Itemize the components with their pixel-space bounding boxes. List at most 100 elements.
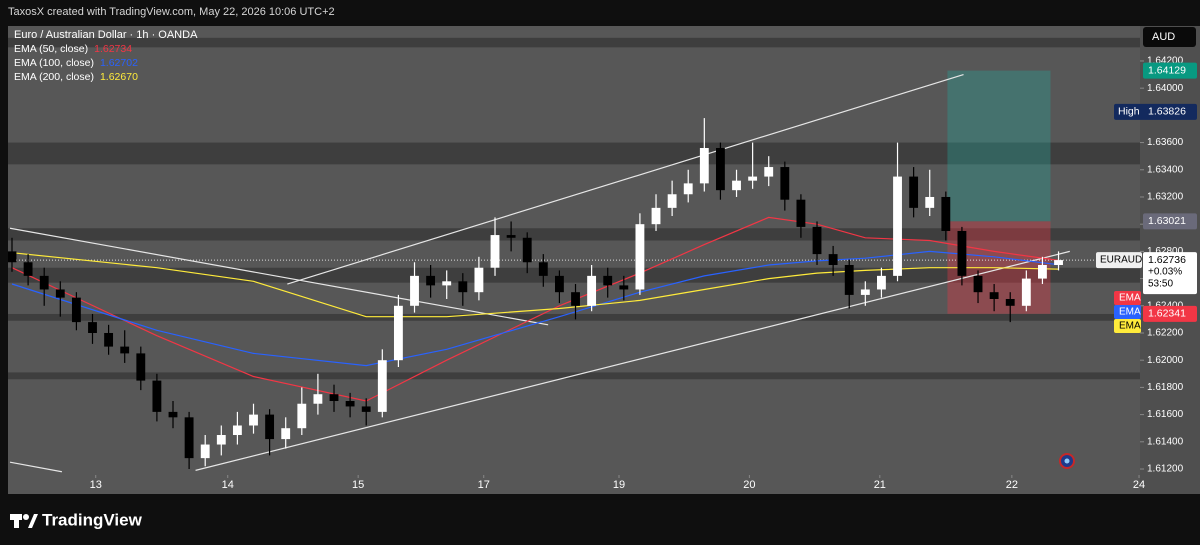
candle-body bbox=[876, 275, 886, 290]
y-tick-label: 1.61200 bbox=[1147, 464, 1184, 475]
x-tick-label: 17 bbox=[478, 479, 490, 491]
candle-body bbox=[506, 235, 516, 238]
candle-body bbox=[200, 444, 210, 459]
candle-body bbox=[361, 406, 371, 412]
candle-body bbox=[909, 176, 919, 208]
candle-body bbox=[39, 275, 49, 290]
candle-body bbox=[667, 194, 677, 208]
candle-body bbox=[458, 281, 468, 293]
candle-body bbox=[490, 235, 500, 268]
candle-body bbox=[699, 148, 709, 184]
candle-body bbox=[23, 262, 33, 276]
countdown: 53:50 bbox=[1148, 279, 1173, 290]
candle-body bbox=[104, 332, 114, 347]
candle-body bbox=[1038, 264, 1047, 279]
zone bbox=[8, 228, 1140, 241]
ema-tag: EMA bbox=[1119, 293, 1141, 304]
candle-body bbox=[329, 394, 339, 402]
symbol-tag-bg bbox=[1096, 252, 1142, 269]
candle-body bbox=[635, 224, 645, 290]
trendline bbox=[195, 250, 1070, 471]
target-label: 1.64129 bbox=[1148, 64, 1186, 76]
candle-body bbox=[522, 237, 532, 263]
symbol-tag: EURAUD bbox=[1100, 255, 1142, 266]
candle-body bbox=[989, 292, 999, 299]
candle-body bbox=[812, 226, 822, 255]
candle-body bbox=[184, 417, 194, 459]
ema-tag-bg bbox=[1114, 305, 1141, 319]
candle-body bbox=[748, 176, 758, 181]
candle-body bbox=[893, 176, 902, 276]
legend-name: EMA (100, close) bbox=[14, 57, 94, 69]
candle-body bbox=[957, 230, 967, 276]
candle-body bbox=[1021, 278, 1031, 306]
overlay-layer: 1.61200 1.61400 1.61600 1.61800 1.62000 1.622… bbox=[14, 43, 1197, 491]
legend-value: 1.62734 bbox=[94, 43, 132, 55]
logo-part bbox=[23, 514, 29, 520]
ema-line bbox=[11, 250, 1059, 367]
candle-body bbox=[619, 285, 629, 290]
candle-body bbox=[265, 414, 275, 440]
candle-body bbox=[683, 183, 693, 195]
y-tick-label: 1.63400 bbox=[1147, 164, 1184, 175]
candle-body bbox=[71, 297, 81, 323]
x-tick-label: 19 bbox=[613, 479, 625, 491]
candle-body bbox=[844, 264, 854, 295]
ema-tag: EMA bbox=[1119, 321, 1141, 332]
candle-body bbox=[8, 251, 17, 263]
stop-label: 1.62341 bbox=[1148, 308, 1186, 320]
y-tick-label: 1.63200 bbox=[1147, 192, 1184, 203]
y-tick-label: 1.61600 bbox=[1147, 409, 1184, 420]
x-tick-label: 22 bbox=[1006, 479, 1018, 491]
y-tick-label: 1.62200 bbox=[1147, 328, 1184, 339]
candle-body bbox=[860, 289, 870, 295]
candle-body bbox=[732, 180, 741, 191]
candle-body bbox=[1005, 298, 1015, 306]
y-tick-label: 1.62000 bbox=[1147, 355, 1184, 366]
candle-body bbox=[603, 275, 613, 286]
replay-icon-dot bbox=[1064, 458, 1070, 464]
zone bbox=[8, 313, 1140, 321]
candle-body bbox=[426, 275, 436, 286]
candle-body bbox=[216, 435, 226, 445]
candle-body bbox=[651, 207, 661, 225]
candle-body bbox=[764, 167, 774, 177]
ema-tag: EMA bbox=[1119, 307, 1141, 318]
candle-body bbox=[538, 262, 548, 276]
candle-body bbox=[925, 196, 935, 208]
legend-name: EMA (200, close) bbox=[14, 71, 94, 83]
high-tag-bg bbox=[1114, 103, 1197, 120]
entry-label: 1.63021 bbox=[1148, 215, 1186, 227]
candle-body bbox=[941, 196, 951, 231]
candle-body bbox=[281, 428, 291, 440]
profit-zone bbox=[947, 70, 1051, 222]
currency-button[interactable] bbox=[1143, 27, 1196, 47]
candle-body bbox=[168, 411, 178, 418]
y-tick-label: 1.64000 bbox=[1147, 83, 1184, 94]
candle-body bbox=[442, 281, 452, 286]
candle-body bbox=[249, 414, 258, 426]
candle-body bbox=[828, 254, 838, 265]
candle-body bbox=[571, 292, 580, 306]
candle-body bbox=[55, 289, 65, 298]
footer-logo bbox=[10, 514, 38, 528]
target-label-bg bbox=[1143, 62, 1197, 79]
logo-part bbox=[14, 514, 19, 528]
ema-tag-bg bbox=[1114, 291, 1141, 305]
currency[interactable]: AUD bbox=[1152, 31, 1175, 43]
candle-body bbox=[393, 305, 403, 361]
legend-name: EMA (50, close) bbox=[14, 43, 88, 55]
trendline bbox=[287, 73, 964, 285]
candle-body bbox=[88, 322, 97, 333]
candle-body bbox=[345, 401, 355, 407]
y-tick-label: 1.63600 bbox=[1147, 137, 1184, 148]
x-tick-label: 15 bbox=[352, 479, 364, 491]
candle-body bbox=[1054, 260, 1063, 265]
candle-body bbox=[973, 275, 983, 293]
x-tick-label: 14 bbox=[222, 479, 234, 491]
candle-body bbox=[313, 394, 323, 404]
ema-line bbox=[11, 252, 1059, 318]
high-tag-value: 1.63826 bbox=[1148, 106, 1186, 118]
candle-body bbox=[410, 275, 419, 306]
high-tag-label: High bbox=[1118, 106, 1140, 118]
